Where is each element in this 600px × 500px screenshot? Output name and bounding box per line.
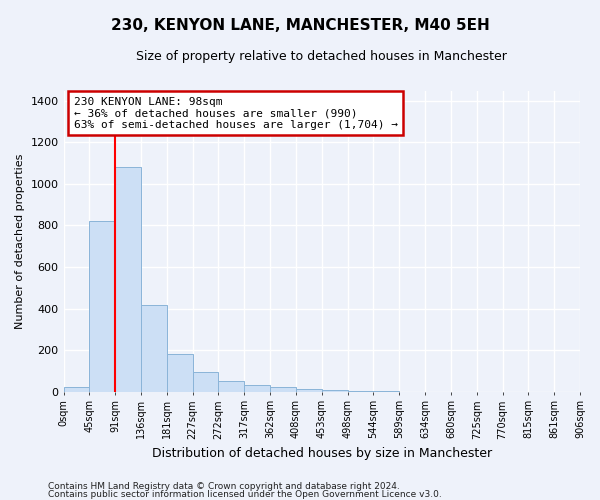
Y-axis label: Number of detached properties: Number of detached properties xyxy=(15,154,25,328)
Bar xyxy=(193,372,218,392)
Bar xyxy=(322,390,347,392)
Text: 230, KENYON LANE, MANCHESTER, M40 5EH: 230, KENYON LANE, MANCHESTER, M40 5EH xyxy=(110,18,490,32)
Bar xyxy=(64,388,89,392)
Bar xyxy=(115,168,141,392)
Bar xyxy=(218,381,244,392)
Bar xyxy=(270,388,296,392)
Bar xyxy=(244,386,270,392)
Bar xyxy=(141,306,167,392)
Text: 230 KENYON LANE: 98sqm
← 36% of detached houses are smaller (990)
63% of semi-de: 230 KENYON LANE: 98sqm ← 36% of detached… xyxy=(74,96,398,130)
X-axis label: Distribution of detached houses by size in Manchester: Distribution of detached houses by size … xyxy=(152,447,492,460)
Bar xyxy=(167,354,193,392)
Bar xyxy=(296,390,322,392)
Text: Contains HM Land Registry data © Crown copyright and database right 2024.: Contains HM Land Registry data © Crown c… xyxy=(48,482,400,491)
Text: Contains public sector information licensed under the Open Government Licence v3: Contains public sector information licen… xyxy=(48,490,442,499)
Bar xyxy=(89,222,115,392)
Title: Size of property relative to detached houses in Manchester: Size of property relative to detached ho… xyxy=(136,50,507,63)
